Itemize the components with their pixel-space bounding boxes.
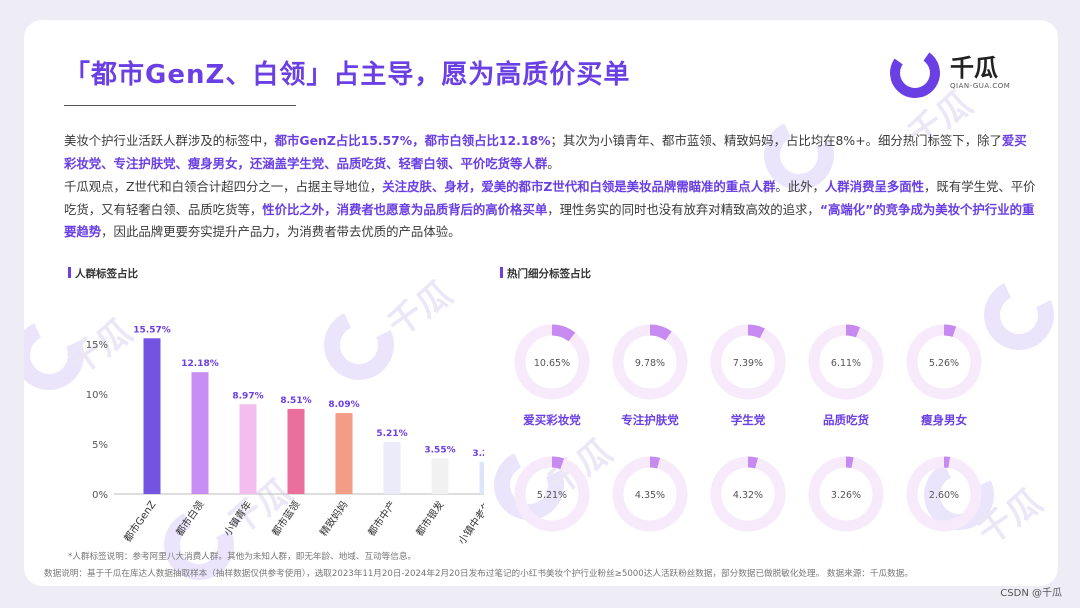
bar xyxy=(143,338,161,494)
highlight-text: 关注皮肤、身材，爱美的都市Z世代和白领是美妆品牌需瞄准的重点人群 xyxy=(382,179,776,194)
donut-slice xyxy=(514,456,590,532)
donut-category-label: 专注护肤党 xyxy=(621,413,679,427)
x-tick-label: 都市银发 xyxy=(413,498,447,538)
body-text: ；其次为小镇青年、都市蓝领、精致妈妈，占比均在8%+。细分热门标签下，除了 xyxy=(550,133,1002,148)
donut-category-label: 工薪阶层 xyxy=(921,545,967,546)
y-tick-label: 0% xyxy=(92,490,108,501)
page-title: 「都市GenZ、白领」占主导，愿为高质价买单 xyxy=(64,60,631,90)
bar-value-label: 8.51% xyxy=(280,396,311,406)
donut-category-label: 品质吃货 xyxy=(823,413,869,427)
donut-slice xyxy=(808,324,884,400)
donut-value-label: 10.65% xyxy=(534,358,570,369)
x-tick-label: 都市蓝领 xyxy=(269,498,303,538)
bar xyxy=(191,372,209,494)
y-tick-label: 5% xyxy=(92,440,108,451)
donut-value-label: 5.26% xyxy=(929,358,959,369)
footnote-tags: *人群标签说明：参考阿里八大消费人群。其他为未知人群，即无年龄、地域、互动等信息… xyxy=(68,552,417,562)
bar-value-label: 15.57% xyxy=(133,325,171,335)
donut-slice xyxy=(710,324,786,400)
donut-category-label: 平价吃货 xyxy=(725,545,771,546)
bar xyxy=(383,441,401,494)
donut-slice xyxy=(906,324,982,400)
donut-value-label: 6.11% xyxy=(831,358,861,369)
donut-value-label: 9.78% xyxy=(635,358,665,369)
y-tick-label: 10% xyxy=(86,390,108,401)
bar-chart: 0% 5% 10% 15% 15.57% 都市GenZ 12.18% 都市白领 8.97% 小镇青… xyxy=(86,325,484,547)
donut-category-label: 爱买彩妆党 xyxy=(523,413,581,427)
report-card: 千瓜 千瓜 千瓜 千瓜 千瓜 千瓜 「都市GenZ、白领」占主导，愿为高质价买单… xyxy=(24,20,1058,586)
footnote-data: 数据说明：基于千瓜在库达人数据抽取样本（抽样数据仅供参考使用），选取2023年1… xyxy=(44,569,913,579)
highlight-text: “高端化”的竞争成为美妆个护行业的重要趋势 xyxy=(64,201,1035,240)
body-text: 。 xyxy=(547,155,560,171)
y-tick-label: 15% xyxy=(86,340,108,351)
section-accent-bar xyxy=(500,267,503,278)
bar-value-label: 3.20% xyxy=(472,449,484,459)
donut-slice xyxy=(906,456,982,532)
donut-category-label: 潮男潮女 xyxy=(823,545,869,546)
body-text: 美妆个护行业活跃人群涉及的标签中， xyxy=(64,133,275,148)
body-text: 千瓜观点，Z世代和白领合计超四分之一，占据主导地位， xyxy=(64,179,383,194)
section-accent-bar xyxy=(68,267,71,278)
section-title-bar-chart: 人群标签占比 xyxy=(68,266,138,281)
donut-category-label: 学生党 xyxy=(731,413,766,427)
donut-value-label: 4.32% xyxy=(733,490,763,501)
section-title-text: 热门细分标签占比 xyxy=(507,268,591,280)
donut-value-label: 7.39% xyxy=(733,358,763,369)
donut-value-label: 4.35% xyxy=(635,490,665,501)
logo-ring-icon xyxy=(886,44,944,102)
credit-text: CSDN @千瓜 xyxy=(1000,588,1062,599)
highlight-text: 性价比之外，消费者也愿意为品质背后的高价格买单 xyxy=(262,201,548,217)
x-tick-label: 都市GenZ xyxy=(121,498,159,544)
body-text: 。此外， xyxy=(775,179,825,194)
highlight-text: 都市GenZ占比15.57%，都市白领占比12.18% xyxy=(274,133,551,148)
donut-slice xyxy=(612,456,688,532)
bar-value-label: 8.97% xyxy=(232,391,263,401)
donut-slice xyxy=(808,456,884,532)
x-tick-label: 都市白领 xyxy=(173,498,207,538)
x-tick-label: 都市中产 xyxy=(365,498,399,538)
title-underline xyxy=(64,105,296,106)
donut-slice xyxy=(612,324,688,400)
paragraph-summary: 美妆个护行业活跃人群涉及的标签中，都市GenZ占比15.57%，都市白领占比12… xyxy=(64,130,1038,175)
bar xyxy=(287,408,305,494)
x-tick-label: 小镇青年 xyxy=(221,498,255,538)
donut-category-label: 轻奢白领 xyxy=(627,545,673,546)
bar-value-label: 8.09% xyxy=(328,400,359,410)
paragraph-insight: 千瓜观点，Z世代和白领合计超四分之一，占据主导地位，关注皮肤、身材，爱美的都市Z… xyxy=(64,176,1038,244)
bar xyxy=(431,458,449,494)
bar-value-label: 12.18% xyxy=(181,359,219,369)
donut-category-label: 瘦身男女 xyxy=(921,413,967,427)
x-tick-label: 小镇中老年 xyxy=(455,498,484,546)
x-tick-label: 精致妈妈 xyxy=(317,498,351,538)
bar-value-label: 5.21% xyxy=(376,429,407,439)
highlight-text: 爱买彩妆党、专注护肤党、瘦身男女，还涵盖学生党、品质吃货、轻奢白领、平价吃货等人… xyxy=(64,133,1027,171)
highlight-text: 人群消费呈多面性 xyxy=(824,179,925,194)
bar-value-label: 3.55% xyxy=(424,446,455,456)
body-text: ，因此品牌更要夯实提升产品力，为消费者带去优质的产品体验。 xyxy=(101,224,461,239)
donut-value-label: 2.60% xyxy=(929,490,959,501)
bar xyxy=(479,462,484,494)
donut-slice xyxy=(710,456,786,532)
section-title-donuts: 热门细分标签占比 xyxy=(500,266,591,281)
donut-grid: 10.65% 爱买彩妆党 9.78% 专注护肤党 7.39% 学生党 6.11% 品质吃货 5.… xyxy=(514,324,982,546)
donut-category-label: 爱家控 xyxy=(535,545,570,546)
donut-slice xyxy=(514,324,590,400)
donut-value-label: 3.26% xyxy=(831,490,861,501)
logo-domain: QIAN-GUA.COM xyxy=(950,82,1011,90)
bar xyxy=(239,404,257,494)
body-text: ，理性务实的同时也没有放弃对精致高效的追求， xyxy=(547,201,820,217)
bar xyxy=(335,413,353,494)
donut-value-label: 5.21% xyxy=(537,490,567,501)
section-title-text: 人群标签占比 xyxy=(75,268,138,280)
logo-name: 千瓜 xyxy=(950,54,998,82)
brand-logo: 千瓜 QIAN-GUA.COM xyxy=(886,44,1030,104)
body-text: ，既有学生党、平价吃货，又有轻奢白领、品质吃货等， xyxy=(64,179,1036,217)
